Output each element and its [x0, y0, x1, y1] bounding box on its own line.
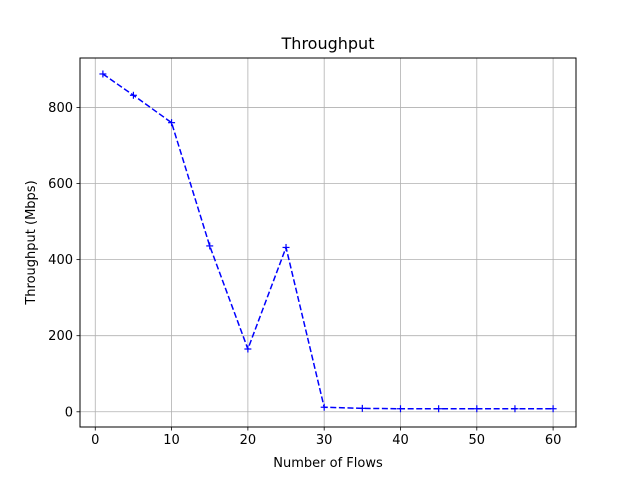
- data-point-marker: [320, 403, 328, 411]
- data-point-marker: [511, 405, 519, 413]
- data-point-marker: [99, 70, 107, 78]
- data-point-marker: [206, 242, 214, 250]
- plot-frame: [79, 57, 577, 428]
- y-tick-label: 200: [48, 329, 73, 344]
- x-axis-label: Number of Flows: [273, 456, 383, 471]
- y-axis-label: Throughput (Mbps): [24, 180, 39, 305]
- x-tick-label: 50: [469, 433, 486, 448]
- x-tick-label: 60: [545, 433, 562, 448]
- data-point-marker: [396, 405, 404, 413]
- y-tick-label: 400: [48, 253, 73, 268]
- data-point-marker: [358, 404, 366, 412]
- data-point-marker: [168, 119, 176, 127]
- data-point-marker: [549, 405, 557, 413]
- x-tick-label: 20: [240, 433, 257, 448]
- grid-lines: [80, 58, 576, 427]
- data-point-marker: [473, 405, 481, 413]
- y-tick-label: 600: [48, 177, 73, 192]
- data-point-marker: [244, 345, 252, 353]
- x-tick-label: 10: [163, 433, 180, 448]
- y-tick-label: 0: [65, 405, 73, 420]
- chart-title: Throughput: [281, 34, 375, 53]
- series-layer: [99, 70, 557, 413]
- data-point-marker: [435, 405, 443, 413]
- plot-area: [80, 58, 576, 427]
- x-tick-label: 30: [316, 433, 333, 448]
- x-tick-label: 0: [91, 433, 99, 448]
- data-point-marker: [282, 243, 290, 251]
- x-tick-label: 40: [392, 433, 409, 448]
- data-point-marker: [129, 91, 137, 99]
- y-tick-label: 800: [48, 101, 73, 116]
